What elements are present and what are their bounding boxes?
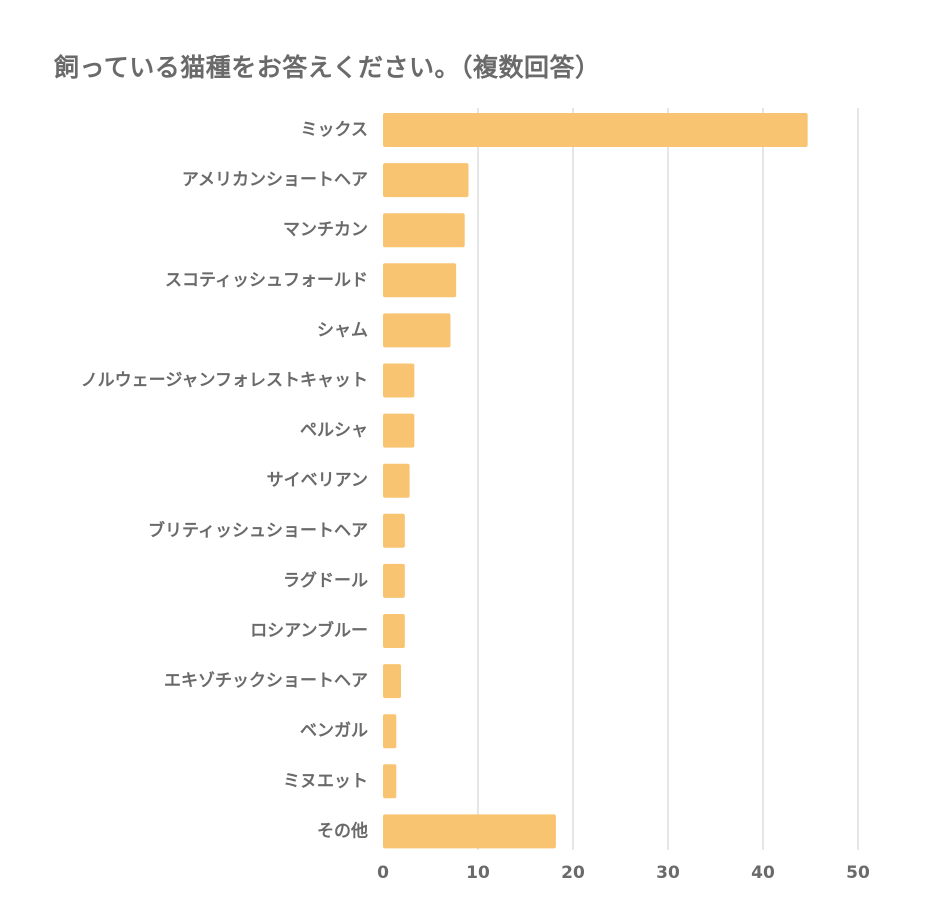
x-tick-label: 10 — [466, 863, 490, 883]
bar — [383, 714, 397, 749]
bar — [383, 513, 405, 548]
category-label: サイベリアン — [267, 471, 368, 491]
x-tick-label: 20 — [561, 863, 585, 883]
x-tick-label: 50 — [846, 863, 870, 883]
x-tick-label: 30 — [656, 863, 680, 883]
category-label: エキゾチックショートヘア — [164, 671, 368, 691]
x-axis-ticks: 0 10 20 30 40 50 — [377, 863, 870, 883]
bar — [383, 263, 457, 298]
category-label: アメリカンショートヘア — [182, 170, 368, 190]
x-tick-label: 40 — [751, 863, 775, 883]
bar — [383, 363, 415, 398]
category-label: その他 — [317, 820, 368, 841]
bar — [383, 163, 469, 198]
category-label: ミヌエット — [283, 771, 368, 791]
category-label: ブリティッシュショートヘア — [148, 520, 368, 541]
category-label: ノルウェージャンフォレストキャット — [81, 371, 368, 391]
category-label: シャム — [317, 320, 368, 340]
bars — [383, 113, 808, 849]
category-label: ロシアンブルー — [250, 620, 368, 641]
category-label: ペルシャ — [300, 421, 368, 441]
grid-lines — [477, 108, 859, 850]
bar — [383, 563, 405, 598]
x-tick-label: 0 — [377, 863, 389, 883]
category-label: ミックス — [301, 120, 369, 140]
category-label: ベンガル — [300, 721, 368, 741]
bar — [383, 413, 415, 448]
chart-title: 飼っている猫種をお答えください。（複数回答） — [54, 53, 601, 82]
bar — [383, 313, 451, 348]
category-label: スコティッシュフォールド — [165, 270, 368, 290]
bar — [383, 764, 397, 799]
category-labels: ミックスアメリカンショートヘアマンチカンスコティッシュフォールドシャムノルウェー… — [81, 120, 368, 841]
bar — [383, 463, 410, 498]
bar — [383, 614, 405, 648]
bar — [383, 664, 402, 699]
category-label: マンチカン — [283, 220, 368, 240]
bar — [383, 113, 808, 147]
bar — [383, 213, 465, 248]
bar — [383, 814, 556, 849]
category-label: ラグドール — [283, 570, 368, 591]
